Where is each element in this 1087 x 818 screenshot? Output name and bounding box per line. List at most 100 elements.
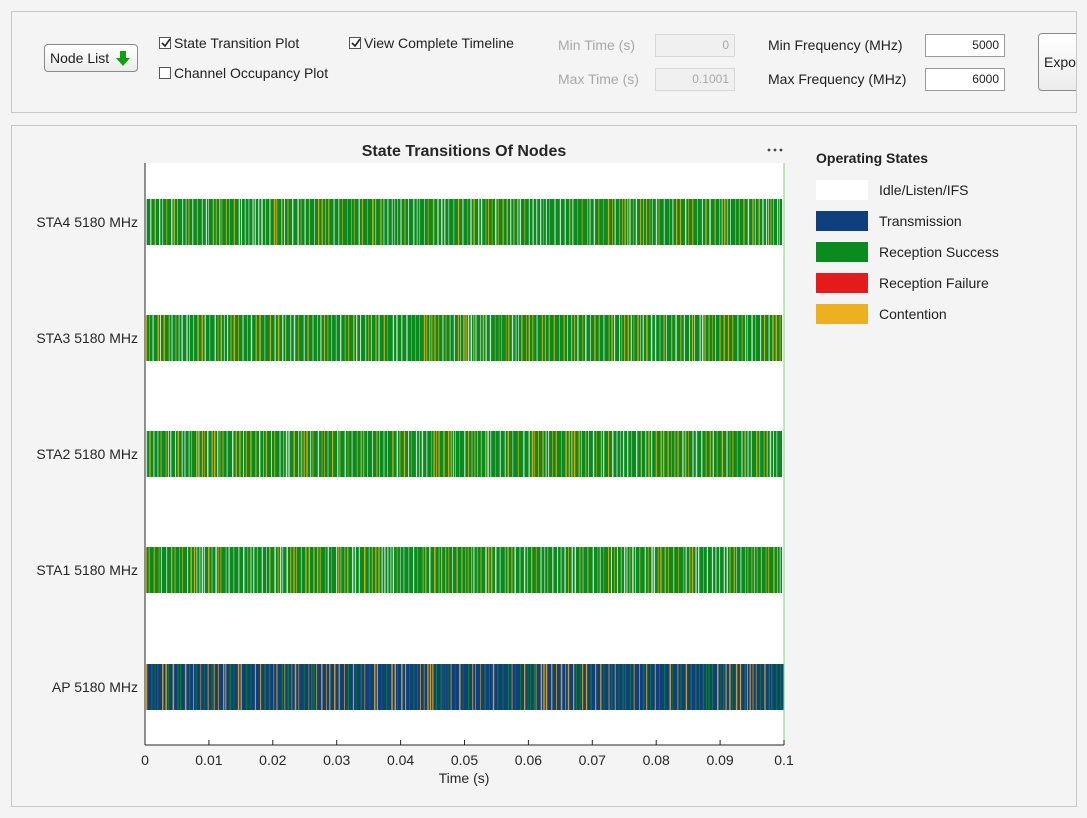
state-segment xyxy=(514,664,516,710)
state-segment xyxy=(456,547,458,593)
state-segment xyxy=(482,315,485,361)
state-segment xyxy=(773,547,775,593)
max-frequency-field[interactable]: 6000 xyxy=(925,68,1005,91)
state-segment xyxy=(557,547,559,593)
state-segment xyxy=(762,199,764,245)
state-segment xyxy=(731,664,733,710)
state-segment xyxy=(160,547,162,593)
min-time-field[interactable]: 0 xyxy=(655,34,735,57)
state-segment xyxy=(551,664,553,710)
state-segment xyxy=(285,431,288,477)
state-segment xyxy=(485,315,487,361)
state-segment xyxy=(419,315,420,361)
state-segment xyxy=(259,315,261,361)
x-tick-label: 0.06 xyxy=(515,752,542,768)
state-segment xyxy=(165,431,167,477)
min-frequency-field[interactable]: 5000 xyxy=(925,34,1005,57)
state-segment xyxy=(290,547,292,593)
state-segment xyxy=(461,547,463,593)
max-time-field[interactable]: 0.1001 xyxy=(655,68,735,91)
node-list-button[interactable]: Node List xyxy=(44,44,138,72)
state-segment xyxy=(298,664,300,710)
state-segment xyxy=(747,199,750,245)
x-tick-label: 0.05 xyxy=(451,752,478,768)
export-button[interactable]: Export xyxy=(1038,33,1076,91)
state-segment xyxy=(474,431,476,477)
state-segment xyxy=(313,664,315,710)
state-segment xyxy=(499,431,501,477)
state-segment xyxy=(274,547,276,593)
state-segment xyxy=(238,199,240,245)
state-segment xyxy=(435,664,438,710)
state-segment xyxy=(768,315,770,361)
state-segment xyxy=(460,315,461,361)
more-options-icon[interactable] xyxy=(767,148,783,152)
state-segment xyxy=(672,547,675,593)
state-segment xyxy=(694,315,696,361)
state-segment xyxy=(772,315,774,361)
state-segment xyxy=(326,664,327,710)
state-segment xyxy=(408,547,410,593)
state-segment xyxy=(427,199,429,245)
state-segment xyxy=(531,431,534,477)
state-segment xyxy=(335,315,337,361)
state-segment xyxy=(221,199,223,245)
channel-occupancy-checkbox[interactable]: Channel Occupancy Plot xyxy=(159,65,328,81)
state-segment xyxy=(624,664,626,710)
state-segment xyxy=(181,431,183,477)
state-segment xyxy=(616,547,618,593)
x-axis-label: Time (s) xyxy=(439,770,490,786)
state-transition-label: State Transition Plot xyxy=(174,35,300,51)
state-transition-checkbox[interactable]: State Transition Plot xyxy=(159,35,299,51)
state-segment xyxy=(719,199,721,245)
checkbox-box[interactable] xyxy=(159,37,171,49)
state-segment xyxy=(273,199,276,245)
state-segment xyxy=(691,547,694,593)
state-segment xyxy=(338,199,340,245)
state-segment xyxy=(386,664,388,710)
state-segment xyxy=(655,199,658,245)
state-segment xyxy=(250,431,252,477)
y-tick-labels: STA4 5180 MHz STA3 5180 MHz STA2 5180 MHz S… xyxy=(36,214,138,695)
state-segment xyxy=(358,199,360,245)
checkbox-box[interactable] xyxy=(349,37,361,49)
state-segment xyxy=(151,664,153,710)
state-segment xyxy=(300,431,303,477)
state-segment xyxy=(614,664,616,710)
state-segment xyxy=(772,431,774,477)
state-segment xyxy=(265,431,267,477)
state-segment xyxy=(189,664,191,710)
state-segment xyxy=(243,547,245,593)
checkbox-box[interactable] xyxy=(159,67,171,79)
state-segment xyxy=(307,315,309,361)
state-segment xyxy=(193,664,194,710)
state-segment xyxy=(347,664,350,710)
state-segment xyxy=(415,315,416,361)
state-segment xyxy=(462,664,464,710)
state-segment xyxy=(624,315,626,361)
state-segment xyxy=(667,431,669,477)
state-segment xyxy=(467,199,469,245)
state-segment xyxy=(242,315,244,361)
state-segment xyxy=(701,431,703,477)
state-segment xyxy=(629,199,631,245)
state-segment xyxy=(739,664,742,710)
state-segment xyxy=(532,199,534,245)
state-segment xyxy=(756,547,758,593)
view-complete-timeline-checkbox[interactable]: View Complete Timeline xyxy=(349,35,514,51)
state-segment xyxy=(721,199,723,245)
state-segment xyxy=(154,199,156,245)
state-segment xyxy=(152,315,154,361)
state-segment xyxy=(452,547,454,593)
state-segment xyxy=(230,315,232,361)
state-segment xyxy=(303,431,305,477)
state-segment xyxy=(238,315,239,361)
state-segment xyxy=(204,315,206,361)
state-segment xyxy=(692,199,694,245)
state-segment xyxy=(624,199,626,245)
state-segment xyxy=(715,547,717,593)
state-segment xyxy=(523,431,525,477)
state-segment xyxy=(321,431,323,477)
legend-label: Transmission xyxy=(879,213,962,229)
state-segment xyxy=(587,199,589,245)
